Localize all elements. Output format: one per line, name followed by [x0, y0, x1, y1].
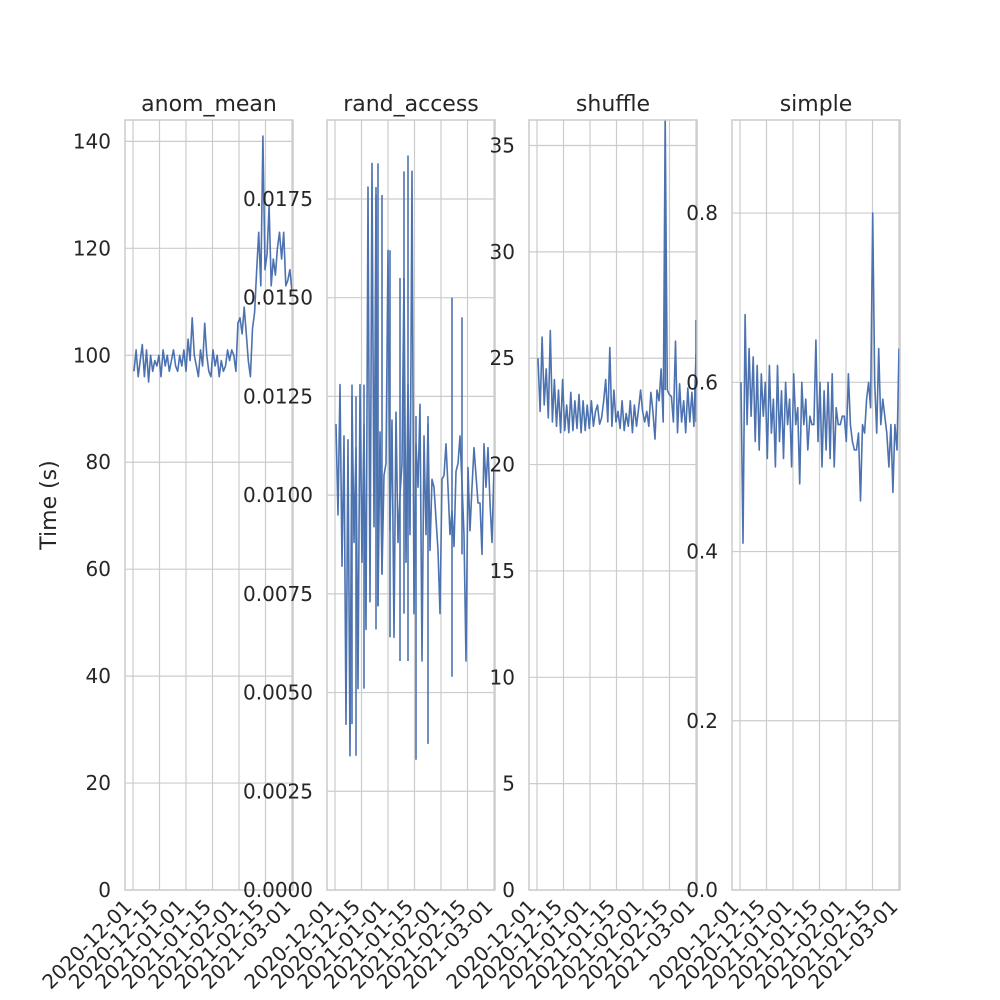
panel-shuffle: shuffle051015202530352020-12-012020-12-1…	[441, 92, 699, 994]
y-tick-label: 0.4	[686, 540, 718, 564]
y-tick-label: 0.0075	[243, 582, 313, 606]
y-tick-label: 0	[502, 878, 515, 902]
y-tick-label: 25	[490, 346, 515, 370]
y-tick-label: 0.0175	[243, 187, 313, 211]
y-tick-label: 20	[490, 453, 515, 477]
y-tick-label: 35	[490, 134, 515, 158]
y-tick-label: 40	[86, 664, 111, 688]
y-tick-label: 0.0025	[243, 779, 313, 803]
series-line-rand_access	[335, 162, 495, 757]
y-tick-label: 0.0000	[243, 878, 313, 902]
y-tick-label: 0.8	[686, 201, 718, 225]
series-line-anom_mean	[133, 135, 293, 383]
y-tick-label: 15	[490, 559, 515, 583]
series-line-shuffle	[537, 119, 697, 440]
y-tick-label: 0.2	[686, 709, 718, 733]
panel-title: rand_access	[343, 92, 479, 117]
axes-frame	[124, 119, 294, 891]
y-tick-label: 30	[490, 240, 515, 264]
axes-frame	[326, 119, 496, 891]
panel-rand_access: rand_access 0.0000 0.0025 0.0050 0.0075 0.010…	[239, 92, 497, 994]
y-tick-label: 140	[73, 129, 111, 153]
y-tick-label: 0.0125	[243, 384, 313, 408]
y-tick-label: 0.0100	[243, 483, 313, 507]
axes-frame	[731, 119, 901, 891]
panel-title: shuffle	[576, 92, 650, 117]
y-tick-label: 20	[86, 771, 111, 795]
y-tick-label: 10	[490, 665, 515, 689]
y-tick-label: 5	[502, 772, 515, 796]
y-tick-label: 120	[73, 236, 111, 260]
y-tick-label: 0.0	[686, 878, 718, 902]
y-tick-label: 0.0050	[243, 681, 313, 705]
axes-frame	[528, 119, 698, 891]
series-line-simple	[740, 212, 900, 544]
y-tick-label: 80	[86, 450, 111, 474]
y-tick-label: 0.0150	[243, 286, 313, 310]
panel-anom_mean: anom_mean0204060801001201402020-12-01202…	[37, 92, 295, 994]
y-tick-label: 100	[73, 343, 111, 367]
y-tick-label: 0	[98, 878, 111, 902]
panel-title: anom_mean	[141, 92, 277, 117]
y-axis-label: Time (s)	[37, 460, 62, 550]
y-tick-label: 0.6	[686, 370, 718, 394]
panel-simple: simple0.00.20.40.60.82020-12-012020-12-1…	[644, 92, 902, 994]
panel-title: simple	[780, 92, 853, 117]
y-tick-label: 60	[86, 557, 111, 581]
